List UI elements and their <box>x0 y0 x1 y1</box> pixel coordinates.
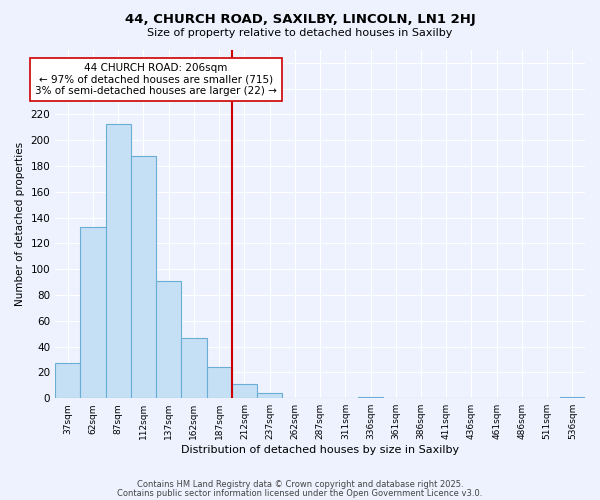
Bar <box>181 338 206 398</box>
Bar <box>131 156 156 398</box>
Bar <box>55 364 80 398</box>
Bar <box>80 226 106 398</box>
Bar <box>358 397 383 398</box>
Text: 44, CHURCH ROAD, SAXILBY, LINCOLN, LN1 2HJ: 44, CHURCH ROAD, SAXILBY, LINCOLN, LN1 2… <box>125 12 475 26</box>
Text: 44 CHURCH ROAD: 206sqm
← 97% of detached houses are smaller (715)
3% of semi-det: 44 CHURCH ROAD: 206sqm ← 97% of detached… <box>35 63 277 96</box>
Text: Contains public sector information licensed under the Open Government Licence v3: Contains public sector information licen… <box>118 488 482 498</box>
Bar <box>232 384 257 398</box>
Bar <box>206 368 232 398</box>
X-axis label: Distribution of detached houses by size in Saxilby: Distribution of detached houses by size … <box>181 445 459 455</box>
Text: Size of property relative to detached houses in Saxilby: Size of property relative to detached ho… <box>148 28 452 38</box>
Bar <box>560 397 585 398</box>
Y-axis label: Number of detached properties: Number of detached properties <box>15 142 25 306</box>
Bar <box>156 281 181 398</box>
Bar <box>257 393 282 398</box>
Text: Contains HM Land Registry data © Crown copyright and database right 2025.: Contains HM Land Registry data © Crown c… <box>137 480 463 489</box>
Bar <box>106 124 131 398</box>
